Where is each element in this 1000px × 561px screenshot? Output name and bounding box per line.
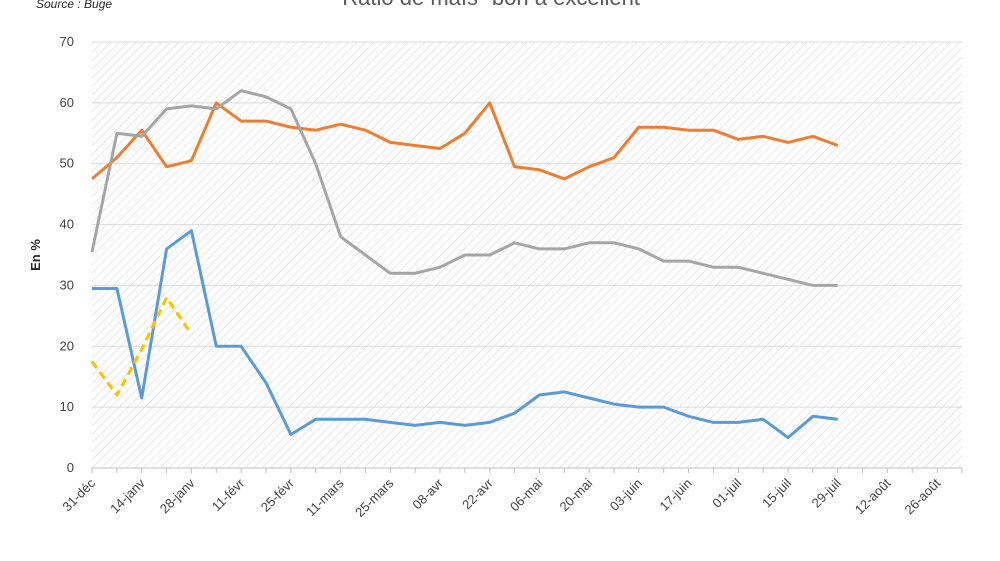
plot-area (92, 42, 962, 468)
x-tick-label: 26-août (901, 475, 943, 517)
x-tick-label: 20-mai (557, 475, 596, 514)
x-tick-label: 25-mars (352, 475, 397, 520)
y-tick-label: 30 (60, 277, 74, 292)
x-tick-label: 08-avr (409, 475, 446, 512)
y-tick-label: 10 (60, 399, 74, 414)
series-line-4 (90, 296, 193, 397)
y-tick-label: 20 (60, 338, 74, 353)
chart-source: Source : Buge (36, 0, 112, 11)
series-line-1 (91, 101, 839, 181)
series-lines (90, 89, 839, 440)
series-line-3 (92, 229, 838, 440)
x-tick-label: 03-juin (607, 476, 645, 514)
x-tick-label: 12-août (852, 475, 894, 517)
x-tick-label: 11-févr (209, 475, 248, 514)
x-tick-label: 11-mars (303, 475, 347, 519)
x-tick-label: 15-juil (759, 475, 794, 510)
chart-title: Ratio de maïs "bon à excellent" (342, 0, 647, 10)
y-axis-ticks: 0 10 20 30 40 50 60 70 (60, 34, 74, 475)
x-tick-label: 06-mai (507, 475, 546, 514)
x-tick-label: 17-juin (656, 476, 694, 514)
x-tick-label: 31-déc (59, 475, 98, 514)
y-tick-label: 40 (60, 217, 74, 232)
x-tick-label: 14-janv (107, 475, 148, 516)
x-tick-label: 01-juil (709, 475, 744, 510)
y-tick-label: 0 (67, 460, 74, 475)
y-tick-label: 50 (60, 156, 74, 171)
series-line-2 (90, 89, 838, 287)
x-tick-label: 28-janv (157, 475, 198, 516)
y-tick-label: 60 (60, 95, 74, 110)
y-axis-label: En % (28, 239, 43, 271)
y-tick-label: 70 (60, 34, 74, 49)
x-tick-label: 29-juil (809, 475, 844, 510)
x-axis-ticks: 31-déc 14-janv 28-janv 11-févr 25-févr 11-mar… (59, 468, 963, 520)
x-tick-label: 25-févr (258, 475, 298, 515)
x-tick-label: 22-avr (459, 475, 496, 512)
